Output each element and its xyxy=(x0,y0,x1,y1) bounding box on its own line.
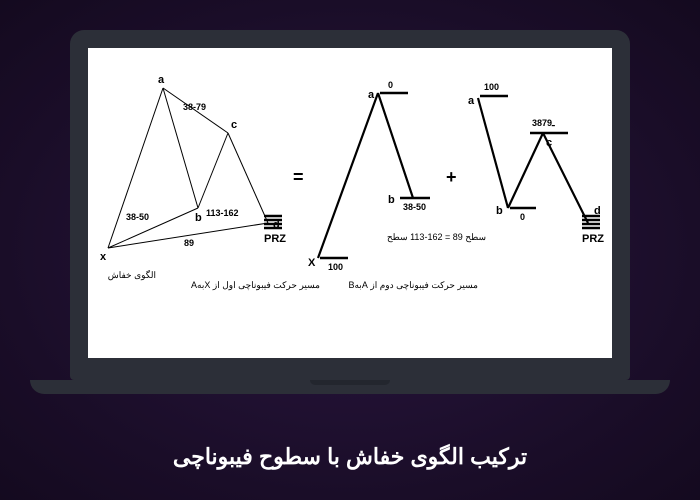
lbl-38-79: 38-79 xyxy=(183,102,206,112)
edge-xa xyxy=(108,88,163,248)
m-b-label: b xyxy=(388,194,395,206)
diagram-svg: x a b c d 38-79 38-50 113-162 89 P xyxy=(88,48,612,358)
laptop-frame: x a b c d 38-79 38-50 113-162 89 P xyxy=(70,30,630,394)
lbl-113-162: 113-162 xyxy=(206,208,239,218)
r-edge-ab xyxy=(478,98,508,208)
r-bottom-label: سطح 89 = 162-113 سطح xyxy=(387,232,486,243)
bat-pattern: x a b c d 38-79 38-50 113-162 89 P xyxy=(100,74,286,281)
fib-path-2: 100 a 0 b 38ـ79 c d PRZ xyxy=(348,82,604,291)
lbl-38-50: 38-50 xyxy=(126,212,149,222)
pt-b-label: b xyxy=(195,212,202,224)
prz-label-right: PRZ xyxy=(582,233,604,245)
mid-title: مسیر حرکت فیبوناچی اول از XبهA xyxy=(191,280,320,291)
m-x-100: 100 xyxy=(328,262,343,272)
r-c-label: c xyxy=(546,137,552,149)
m-b-3850: 38-50 xyxy=(403,202,426,212)
pt-c-label: c xyxy=(231,119,237,131)
fib-path-1: 100 X 0 a 38-50 b مسیر حرکت فیبوناچی اول… xyxy=(191,80,430,291)
r-edge-bc xyxy=(508,133,543,208)
m-a-label: a xyxy=(368,89,375,101)
screen-content: x a b c d 38-79 38-50 113-162 89 P xyxy=(88,48,612,358)
main-caption: ترکیب الگوی خفاش با سطوح فیبوناچی xyxy=(0,444,700,470)
lbl-xd-89: 89 xyxy=(184,238,194,248)
bat-title: الگوی خفاش xyxy=(108,269,156,281)
m-edge-xa xyxy=(318,93,378,258)
pt-a-label: a xyxy=(158,74,165,86)
r-a-100: 100 xyxy=(484,82,499,92)
m-edge-ab xyxy=(378,93,413,198)
right-title: مسیر حرکت فیبوناچی دوم از AبهB xyxy=(348,280,478,291)
r-d-label: d xyxy=(594,205,601,217)
screen-bezel: x a b c d 38-79 38-50 113-162 89 P xyxy=(70,30,630,380)
r-a-label: a xyxy=(468,95,475,107)
laptop-base xyxy=(30,380,670,394)
equals-op: = xyxy=(293,167,304,187)
plus-op: + xyxy=(446,167,457,187)
r-b-label: b xyxy=(496,205,503,217)
pt-x-label: x xyxy=(100,251,107,263)
edge-bc xyxy=(198,133,228,208)
prz-label-left: PRZ xyxy=(264,233,286,245)
m-a-0: 0 xyxy=(388,80,393,90)
r-c-3879: 38ـ79 xyxy=(532,118,555,128)
r-b-0: 0 xyxy=(520,212,525,222)
m-x-label: X xyxy=(308,257,316,269)
